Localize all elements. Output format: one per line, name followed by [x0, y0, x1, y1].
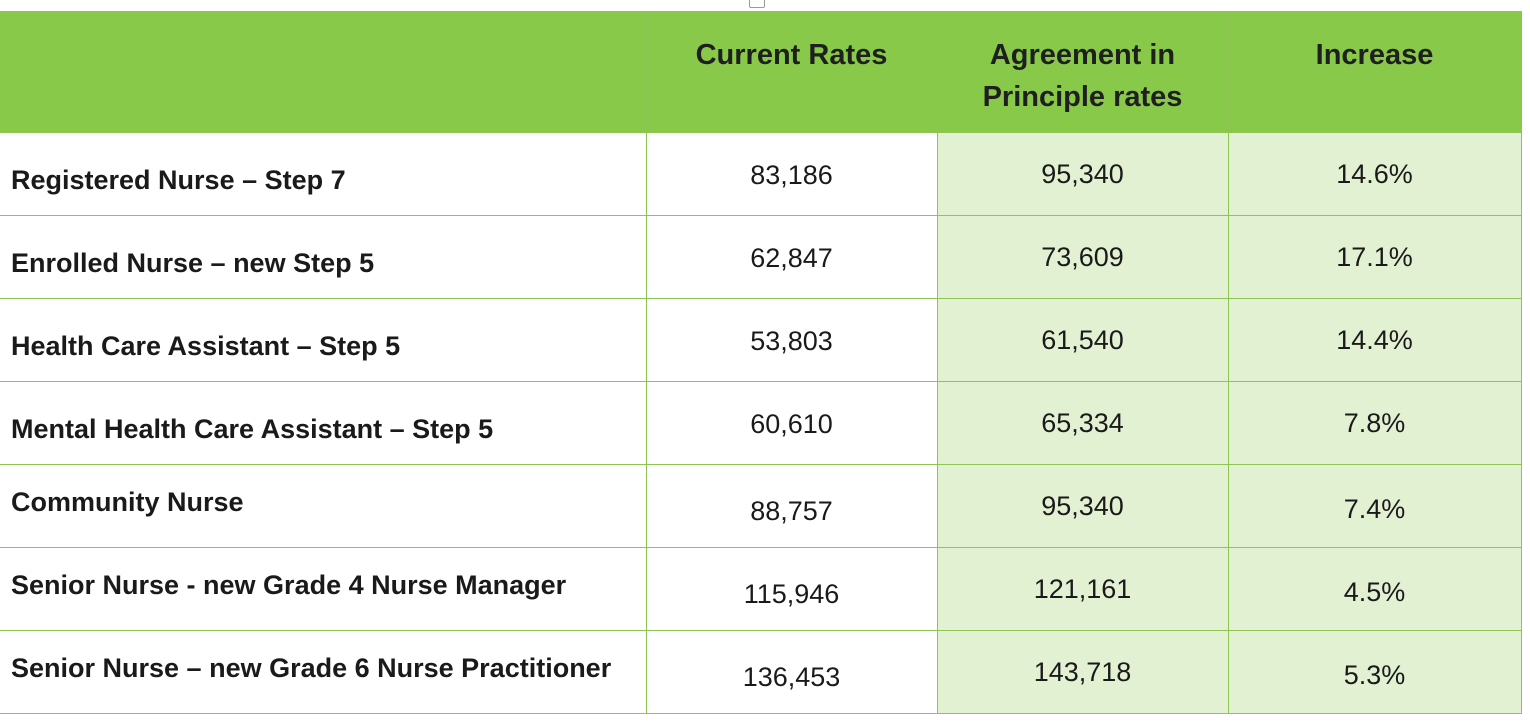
- role-cell: Health Care Assistant – Step 5: [0, 298, 647, 382]
- agreement-rate-cell: 61,540: [936, 298, 1229, 382]
- increase-cell: 5.3%: [1227, 630, 1522, 714]
- increase-cell: 17.1%: [1227, 215, 1522, 299]
- increase-cell: 14.4%: [1227, 298, 1522, 382]
- role-cell: Registered Nurse – Step 7: [0, 132, 647, 216]
- header-increase: Increase: [1227, 11, 1522, 133]
- nurse-rates-table: Current Rates Agreement in Principle rat…: [0, 11, 1522, 714]
- role-cell: Community Nurse: [0, 464, 647, 548]
- table-row: Registered Nurse – Step 7 83,186 95,340 …: [0, 132, 1522, 216]
- header-role-cell: [0, 11, 647, 133]
- header-current-rates: Current Rates: [645, 11, 938, 133]
- table-row: Mental Health Care Assistant – Step 5 60…: [0, 381, 1522, 465]
- table-row: Health Care Assistant – Step 5 53,803 61…: [0, 298, 1522, 382]
- table-row: Senior Nurse - new Grade 4 Nurse Manager…: [0, 547, 1522, 631]
- agreement-rate-cell: 95,340: [936, 464, 1229, 548]
- agreement-rate-cell: 73,609: [936, 215, 1229, 299]
- agreement-rate-cell: 65,334: [936, 381, 1229, 465]
- increase-cell: 4.5%: [1227, 547, 1522, 631]
- current-rate-cell: 83,186: [645, 132, 938, 216]
- header-agreement-rates: Agreement in Principle rates: [936, 11, 1229, 133]
- role-cell: Senior Nurse - new Grade 4 Nurse Manager: [0, 547, 647, 631]
- current-rate-cell: 62,847: [645, 215, 938, 299]
- table-row: Community Nurse 88,757 95,340 7.4%: [0, 464, 1522, 548]
- agreement-rate-cell: 121,161: [936, 547, 1229, 631]
- header-agreement-line-1: Agreement in: [989, 39, 1176, 71]
- current-rate-cell: 115,946: [645, 547, 938, 631]
- agreement-rate-cell: 95,340: [936, 132, 1229, 216]
- current-rate-cell: 136,453: [645, 630, 938, 714]
- current-rate-cell: 88,757: [645, 464, 938, 548]
- role-cell: Mental Health Care Assistant – Step 5: [0, 381, 647, 465]
- table-row: Senior Nurse – new Grade 6 Nurse Practit…: [0, 630, 1522, 714]
- table-row: Enrolled Nurse – new Step 5 62,847 73,60…: [0, 215, 1522, 299]
- role-cell: Enrolled Nurse – new Step 5: [0, 215, 647, 299]
- increase-cell: 14.6%: [1227, 132, 1522, 216]
- table-header-row: Current Rates Agreement in Principle rat…: [0, 11, 1522, 133]
- increase-cell: 7.8%: [1227, 381, 1522, 465]
- role-cell: Senior Nurse – new Grade 6 Nurse Practit…: [0, 630, 647, 714]
- agreement-rate-cell: 143,718: [936, 630, 1229, 714]
- current-rate-cell: 60,610: [645, 381, 938, 465]
- header-agreement-line-2: Principle rates: [982, 81, 1183, 113]
- increase-cell: 7.4%: [1227, 464, 1522, 548]
- current-rate-cell: 53,803: [645, 298, 938, 382]
- table-move-handle[interactable]: [749, 0, 765, 8]
